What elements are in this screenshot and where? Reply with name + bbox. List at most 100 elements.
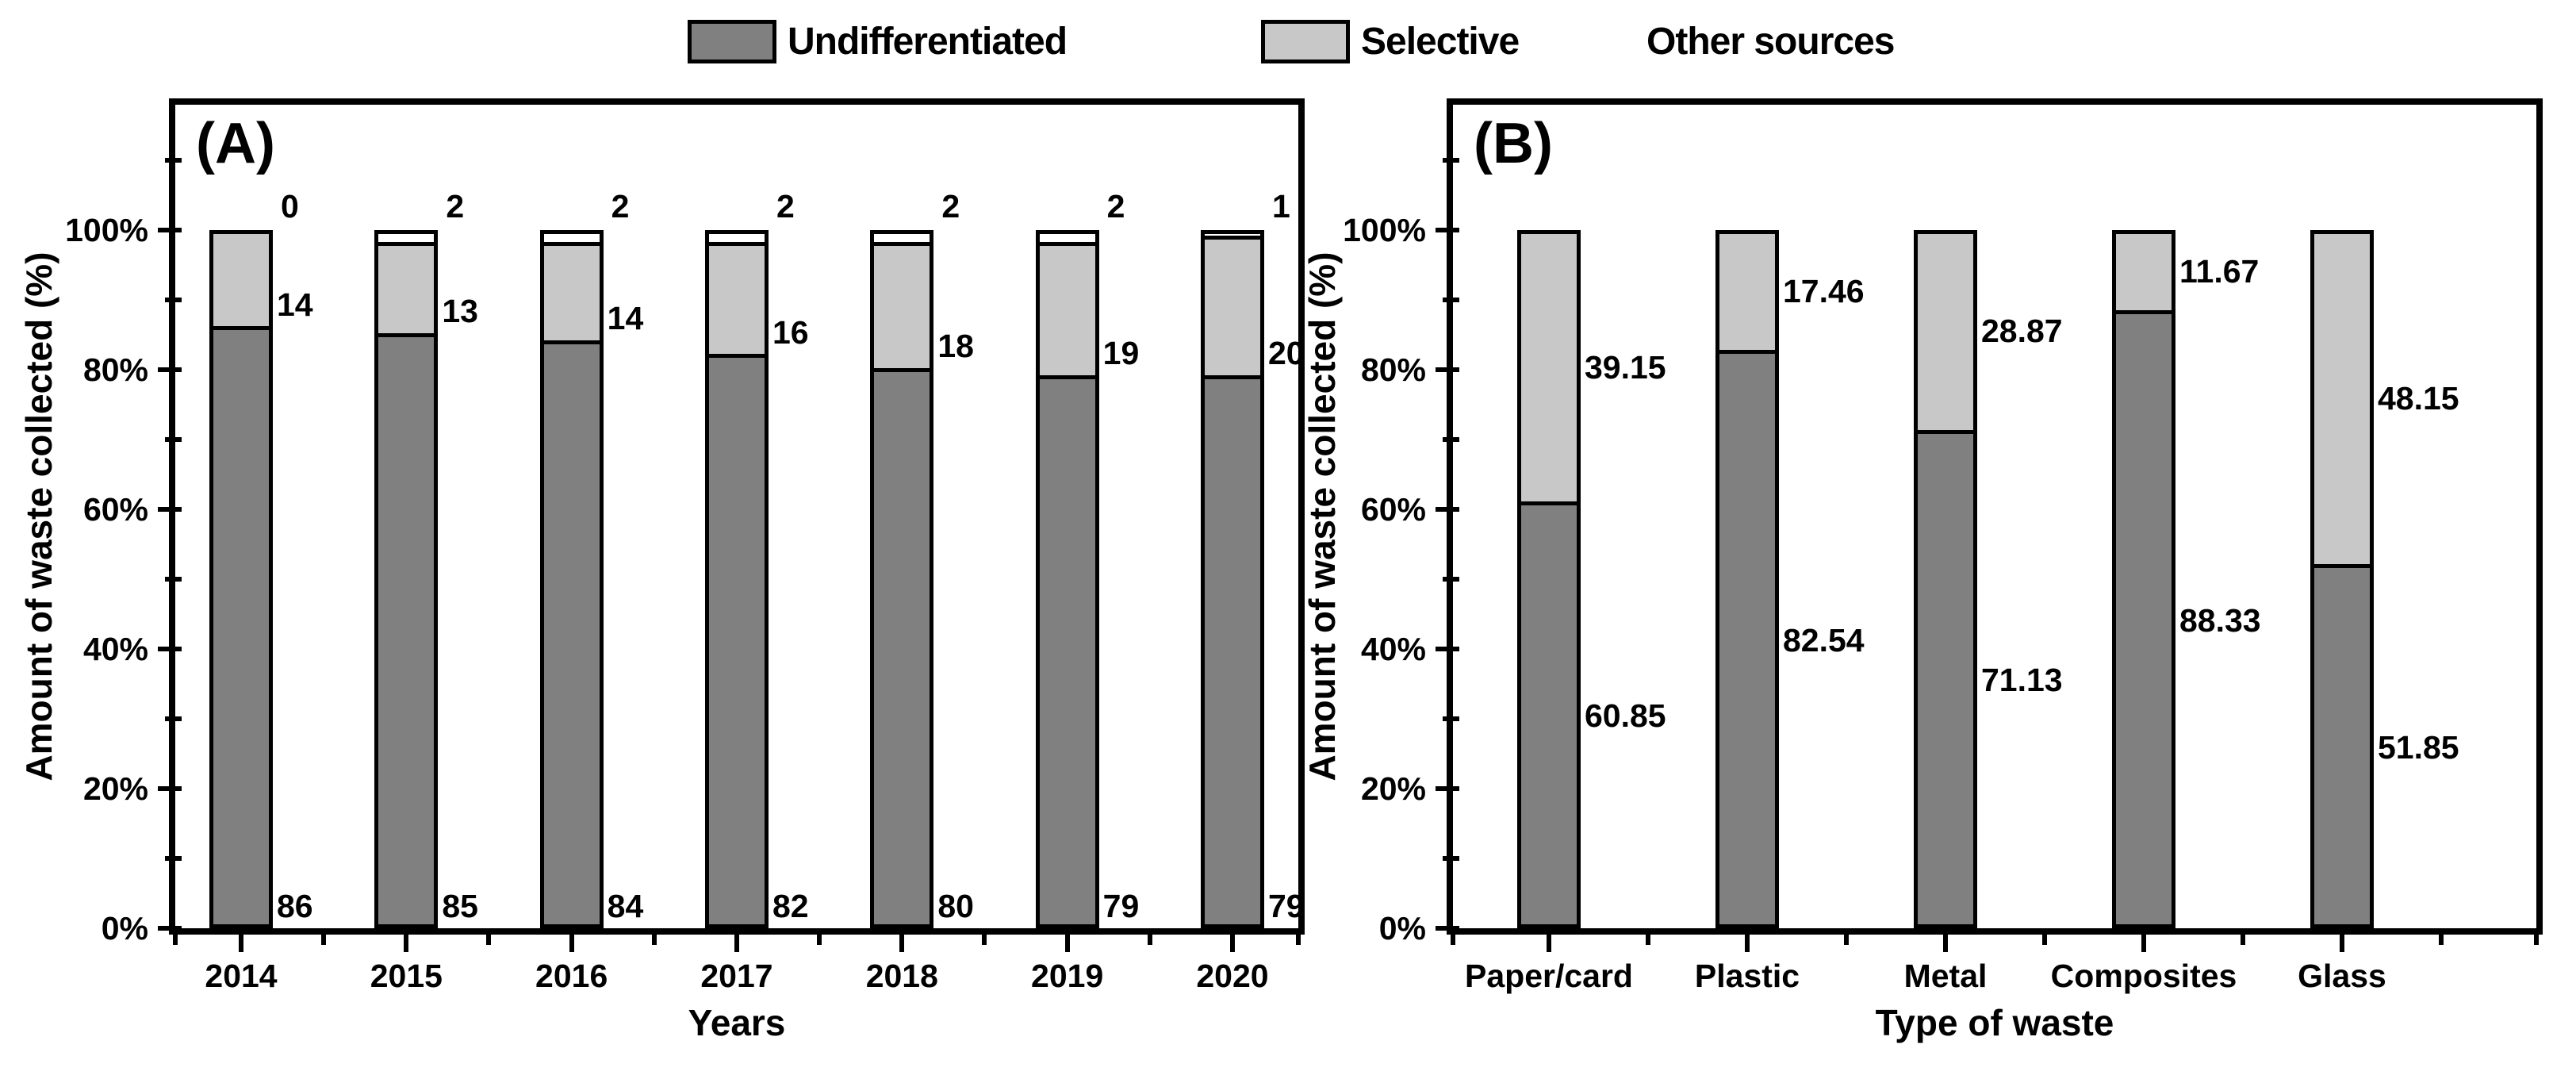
segment-divider <box>374 332 439 337</box>
value-label: 82.54 <box>1783 621 1865 659</box>
x-minor-tick <box>1646 928 1650 945</box>
x-minor-tick <box>1844 928 1849 945</box>
panel-a-y-axis-title: Amount of waste collected (%) <box>18 252 59 781</box>
bar-segment-undifferentiated <box>1517 503 1581 928</box>
legend-label-other-sources: Other sources <box>1646 21 1895 63</box>
x-major-tick <box>1745 928 1750 952</box>
y-tick-label: 100% <box>65 212 148 249</box>
y-major-tick <box>158 228 182 233</box>
x-tick-label: 2017 <box>700 958 773 994</box>
y-tick-label: 20% <box>82 770 148 808</box>
x-minor-tick <box>982 928 987 945</box>
bar-segment-selective <box>1517 230 1581 504</box>
x-minor-tick <box>486 928 491 945</box>
value-label: 13 <box>442 293 478 330</box>
segment-divider <box>2310 564 2374 569</box>
panel-b-y-axis-title: Amount of waste collected (%) <box>1301 252 1343 781</box>
y-major-tick <box>158 367 182 373</box>
x-minor-tick <box>2439 928 2444 945</box>
value-label: 82 <box>772 888 809 924</box>
bar-segment-undifferentiated <box>1200 377 1264 928</box>
bar-outline <box>870 230 934 928</box>
segment-divider <box>539 340 604 344</box>
bar-outline <box>1200 230 1264 928</box>
value-label: 60.85 <box>1585 697 1666 735</box>
x-tick-label: Metal <box>1903 958 1988 994</box>
x-tick-label: 2020 <box>1196 958 1269 994</box>
value-label: 79 <box>1267 888 1305 924</box>
bar-segment-selective <box>1200 237 1264 378</box>
segment-divider <box>1035 374 1099 379</box>
segment-divider <box>2112 309 2175 314</box>
value-label: 19 <box>1102 335 1140 372</box>
x-major-tick <box>2340 928 2344 952</box>
x-tick-label: 2018 <box>865 958 938 994</box>
value-label: 14 <box>607 300 644 337</box>
y-tick-label: 0% <box>1378 910 1426 947</box>
x-tick-label: 2019 <box>1031 958 1104 994</box>
y-major-tick <box>1436 786 1459 792</box>
segment-divider <box>1200 374 1264 379</box>
x-minor-tick <box>817 928 822 945</box>
y-tick-label: 20% <box>1360 770 1426 808</box>
legend-swatch-other-sources <box>1547 20 1635 63</box>
value-label: 14 <box>277 286 313 323</box>
value-label: 2 <box>611 188 630 225</box>
y-minor-tick <box>1443 856 1459 862</box>
x-tick-label: Glass <box>2298 958 2386 994</box>
value-label: 39.15 <box>1585 348 1666 386</box>
value-label: 51.85 <box>2378 728 2459 766</box>
value-label: 2 <box>941 188 960 225</box>
value-label: 2 <box>446 188 465 225</box>
legend-label-selective: Selective <box>1361 21 1520 63</box>
x-minor-tick <box>173 928 178 945</box>
y-major-tick <box>158 647 182 652</box>
segment-divider <box>704 242 769 247</box>
panel-a-x-axis-title: Years <box>688 1002 786 1043</box>
x-major-tick <box>569 928 574 952</box>
panel-a-plot-area: (A) 0% 20% 40% 60% 80% 100% 2014 2015 2016 2017 20… <box>65 98 1305 994</box>
value-label: 79 <box>1102 888 1140 924</box>
x-minor-tick <box>321 928 326 945</box>
y-tick-label: 40% <box>82 631 148 668</box>
y-major-tick <box>1436 228 1459 233</box>
value-label: 48.15 <box>2378 380 2459 417</box>
bar-segment-undifferentiated <box>374 335 439 928</box>
x-major-tick <box>2141 928 2146 952</box>
bar-outline <box>2112 230 2175 928</box>
value-label: 18 <box>937 328 974 365</box>
y-minor-tick <box>165 716 182 722</box>
value-label: 71.13 <box>1981 662 2063 699</box>
bar-segment-selective <box>2112 230 2175 312</box>
y-minor-tick <box>165 437 182 443</box>
x-minor-tick <box>1148 928 1152 945</box>
segment-divider <box>1517 501 1581 506</box>
panel-b-x-axis-title: Type of waste <box>1875 1002 2114 1043</box>
x-minor-tick <box>2241 928 2245 945</box>
bar-outline <box>1914 230 1977 928</box>
bar-segment-undifferentiated <box>209 328 273 928</box>
bar-segment-undifferentiated <box>704 355 769 928</box>
value-label: 11.67 <box>2179 252 2260 290</box>
legend-label-undifferentiated: Undifferentiated <box>788 21 1068 63</box>
bar-segment-selective <box>539 244 604 343</box>
x-major-tick <box>1547 928 1551 952</box>
legend-swatch-undifferentiated <box>688 20 776 63</box>
segment-divider <box>870 242 934 247</box>
bar-segment-selective <box>209 230 273 328</box>
x-tick-label: Plastic <box>1694 958 1800 994</box>
bar-outline <box>1715 230 1779 928</box>
bar-outline <box>209 230 273 928</box>
x-major-tick <box>1229 928 1235 952</box>
value-label: 1 <box>1271 188 1290 225</box>
y-minor-tick <box>165 856 182 862</box>
y-minor-tick <box>165 158 182 163</box>
bar-outline <box>539 230 604 928</box>
value-label: 88.33 <box>2179 601 2261 639</box>
y-major-tick <box>1436 926 1459 931</box>
x-minor-tick <box>652 928 657 945</box>
x-major-tick <box>734 928 739 952</box>
bar-segment-undifferentiated <box>539 342 604 928</box>
panel-b-plot-area: (B) 0% 20% 40% 60% 80% 100% Paper/card Plastic M… <box>1343 98 2543 994</box>
